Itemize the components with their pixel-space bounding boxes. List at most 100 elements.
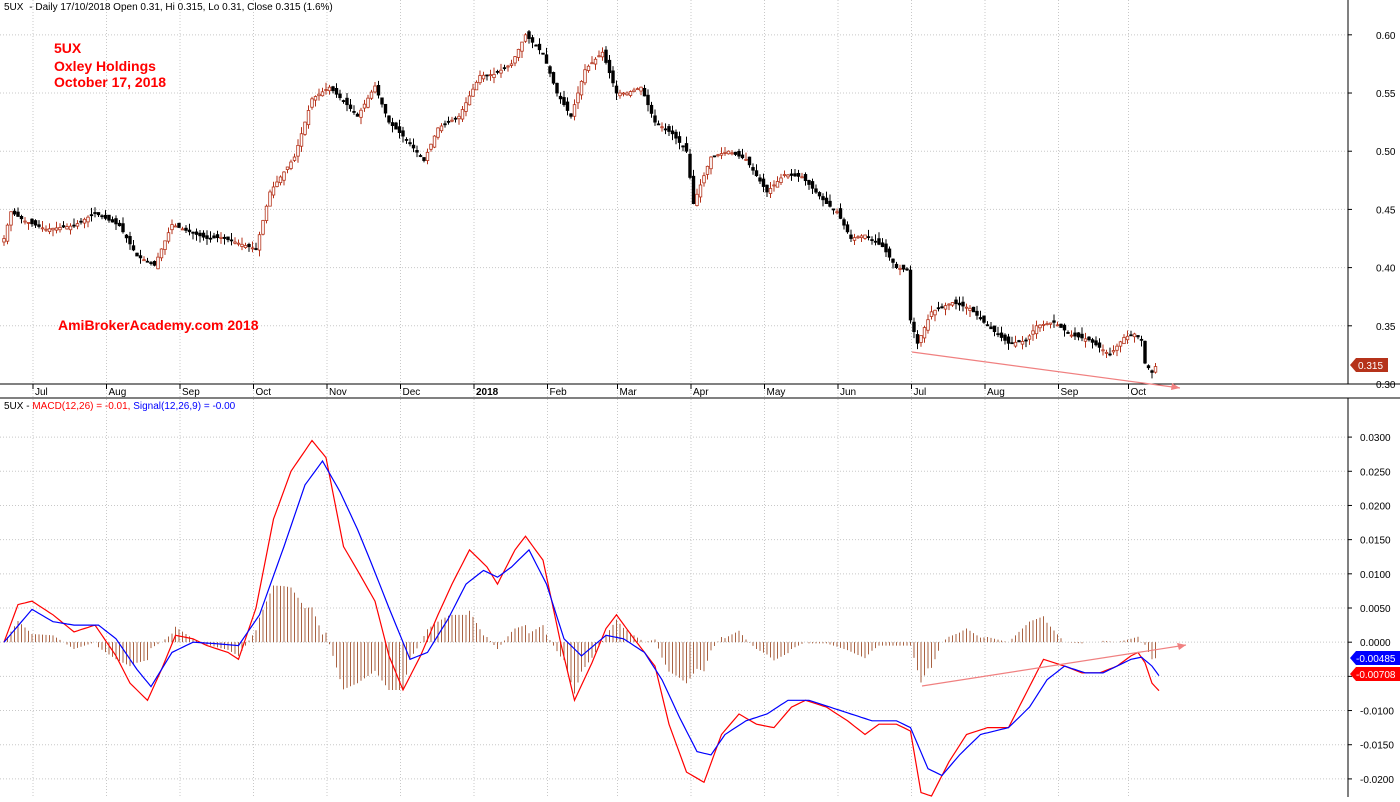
candle [236,239,241,247]
candle [254,242,258,251]
candle [415,145,419,158]
candle [971,306,976,313]
candle [523,33,528,43]
candle [474,80,479,91]
candle [320,87,325,97]
candle [306,105,311,129]
price-tick-label: 0.35 [1376,322,1396,333]
candle [72,218,76,228]
candle [579,80,584,100]
candle [684,136,689,154]
candle [331,85,335,94]
candle [33,219,38,229]
candle [940,303,944,309]
candle [1083,332,1088,348]
candle [268,189,272,207]
candle [856,235,860,240]
candle [1069,330,1074,338]
candle [558,92,563,104]
candle [142,256,146,262]
candle [817,191,822,200]
candle [863,234,867,240]
x-tick-label: Jul [35,387,48,398]
candle [954,296,958,310]
candle [922,325,927,343]
candle [950,302,955,307]
candle [583,64,587,86]
candle [310,96,314,110]
candle [901,264,906,273]
candle [110,216,115,223]
candle [338,89,342,101]
candle [1094,336,1098,347]
candle [317,88,321,101]
candle [156,252,160,270]
candle [1150,369,1154,379]
candle [278,175,283,186]
candle [660,122,664,132]
annotation-company: Oxley Holdings [54,58,156,74]
candle [751,163,755,175]
candle [957,296,962,311]
candle [572,99,577,121]
candle [219,232,223,244]
candle [1034,320,1039,339]
candle [649,101,654,118]
candle [989,322,993,330]
candle [366,94,370,109]
signal-line [3,459,1160,777]
candle [642,84,647,97]
candle [705,165,710,180]
candle [723,147,727,156]
candle [982,315,986,324]
candle [114,215,118,230]
candle [947,303,951,311]
candle [1090,337,1095,349]
candle [285,166,290,174]
macd-histogram [7,585,1156,694]
candle [30,218,34,227]
candle [961,296,965,312]
candle [905,267,909,271]
candle [275,175,279,188]
candle [1118,340,1123,353]
candle [502,64,507,71]
macd-tick-label: 0.0250 [1360,467,1391,478]
candle [173,223,178,228]
candle [40,220,45,232]
candle [352,105,356,115]
candle [289,159,293,171]
candle [1122,334,1126,345]
candle [1111,345,1116,355]
candle [754,164,759,177]
candle [740,148,745,160]
candle [499,63,503,78]
price-header: 5UX - Daily 17/10/2018 Open 0.31, Hi 0.3… [4,2,333,13]
price-trendline [911,351,1181,390]
candle [898,264,902,276]
candle [107,214,111,223]
candle [149,260,153,266]
candle [467,90,472,106]
candle [327,84,332,95]
candle [646,89,650,112]
x-tick-label: Sep [1061,387,1079,398]
candle [68,223,73,235]
x-ticks: Jul Aug Sep Oct Nov Dec 2018 Feb Mar Apr May Jun Jul… [32,384,1146,398]
candle [1153,362,1158,374]
candle [999,326,1004,342]
candle [247,242,251,252]
candle [1101,344,1105,356]
macd-line [3,439,1160,797]
price-header-symbol: 5UX [4,2,24,13]
x-tick-label: Oct [256,387,272,398]
candle [996,326,1000,338]
candle [586,64,591,73]
candle [348,98,353,112]
candle [887,246,892,261]
candle [1104,349,1109,358]
candle [621,91,626,97]
candle [674,129,678,145]
candle [590,56,594,65]
candle [240,237,244,251]
